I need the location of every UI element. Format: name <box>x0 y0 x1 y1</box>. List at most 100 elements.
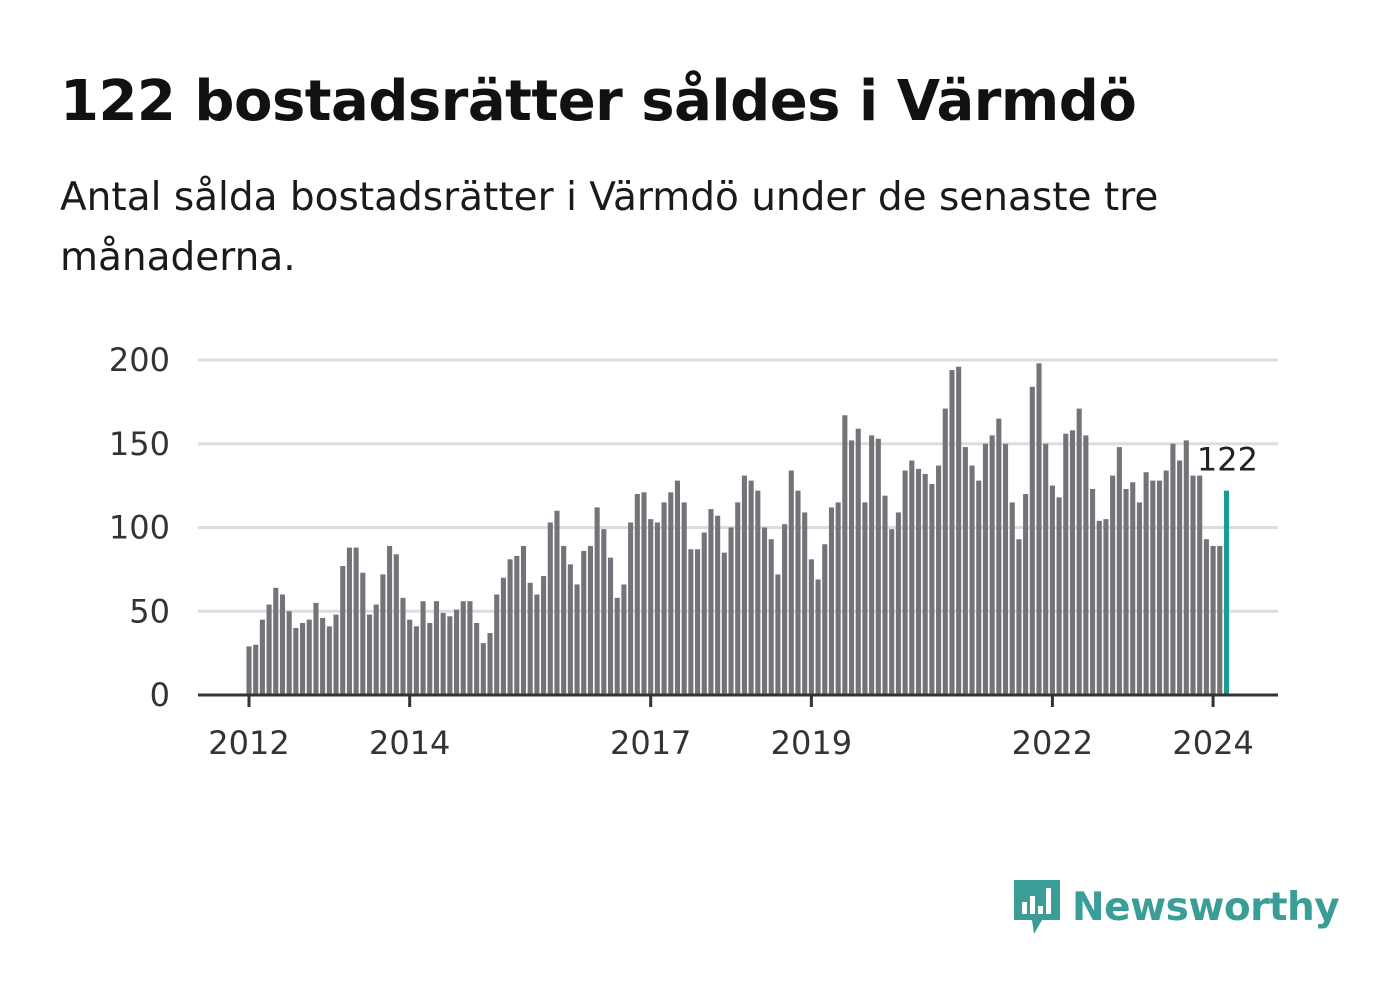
bar <box>835 502 841 695</box>
y-tick-label: 100 <box>109 509 170 547</box>
bar <box>942 408 948 695</box>
bar <box>1217 545 1223 695</box>
bar <box>828 507 835 695</box>
bar <box>601 529 607 695</box>
bar <box>447 616 453 695</box>
bar <box>1083 435 1089 695</box>
bar <box>768 539 774 695</box>
bar <box>775 574 781 695</box>
bar <box>728 527 734 695</box>
bar <box>333 614 339 695</box>
bar <box>862 502 868 695</box>
bar <box>936 465 942 695</box>
bar <box>1036 363 1042 695</box>
bar <box>741 475 747 695</box>
bar <box>735 502 741 695</box>
bar <box>748 480 754 695</box>
bar <box>500 577 506 695</box>
bar <box>253 644 259 695</box>
bar <box>1116 447 1122 695</box>
bar-chart: 0 50 100 150 200 2012 2014 2017 2019 2022 2024 12… <box>109 341 1278 762</box>
bar <box>922 473 928 695</box>
bar <box>1002 443 1009 695</box>
bar <box>1150 480 1156 695</box>
bar <box>1183 440 1189 695</box>
bar <box>567 564 573 695</box>
bar <box>273 587 279 695</box>
bar <box>909 460 915 695</box>
bar <box>1023 494 1029 695</box>
chart-subtitle: Antal sålda bostadsrätter i Värmdö under… <box>60 175 1159 280</box>
bar <box>1029 386 1035 695</box>
bar <box>621 584 627 695</box>
bar <box>286 611 292 695</box>
bar <box>1163 470 1169 695</box>
bar <box>393 554 399 695</box>
bar <box>849 440 855 695</box>
bar <box>266 604 272 695</box>
bar <box>989 435 995 695</box>
bar <box>1170 443 1176 695</box>
bar <box>1009 502 1015 695</box>
bar <box>587 545 593 695</box>
bar <box>782 524 788 695</box>
bar <box>467 601 473 695</box>
bar <box>889 529 895 695</box>
bar <box>1056 497 1062 695</box>
bar <box>487 633 493 695</box>
y-tick-label: 0 <box>150 676 170 714</box>
y-tick-label: 50 <box>129 592 170 630</box>
bar <box>929 483 935 695</box>
bar <box>648 519 654 695</box>
bar <box>554 510 560 695</box>
bar <box>842 415 848 695</box>
x-tick-label: 2019 <box>771 724 852 762</box>
last-bar-value-label: 122 <box>1197 441 1258 479</box>
bar <box>340 566 346 695</box>
bar <box>661 502 667 695</box>
bar <box>1210 545 1216 695</box>
bar <box>300 622 306 695</box>
x-axis-ticks: 2012 2014 2017 2019 2022 2024 <box>208 695 1254 762</box>
bar <box>1016 539 1022 695</box>
bar <box>326 626 332 695</box>
bar <box>895 512 901 695</box>
bar <box>541 576 547 695</box>
bar <box>634 494 640 695</box>
bar <box>306 619 312 695</box>
bar <box>1130 482 1136 695</box>
bar <box>1103 519 1109 695</box>
highlight-bar <box>1223 490 1230 695</box>
bar <box>996 418 1002 695</box>
bar <box>1156 480 1163 695</box>
bar <box>1123 488 1129 695</box>
bar <box>949 370 955 695</box>
bar <box>453 609 460 695</box>
bar <box>755 490 761 695</box>
bar <box>581 550 587 695</box>
bar <box>654 522 660 695</box>
newsworthy-logo-text: Newsworthy <box>1072 884 1340 930</box>
bar <box>413 626 419 695</box>
bar <box>407 619 413 695</box>
x-tick-label: 2017 <box>610 724 691 762</box>
y-tick-label: 200 <box>109 341 170 379</box>
bar <box>259 619 265 695</box>
x-tick-label: 2012 <box>208 724 289 762</box>
bar <box>387 545 393 695</box>
bar <box>1197 475 1203 695</box>
bar <box>1069 430 1076 695</box>
bar <box>708 509 714 695</box>
bar <box>668 492 674 695</box>
bar <box>674 480 681 695</box>
bar <box>641 492 647 695</box>
bar <box>507 559 513 695</box>
bar <box>420 601 426 695</box>
bar <box>534 594 540 695</box>
bar <box>855 428 861 695</box>
bar <box>474 622 480 695</box>
bar <box>293 628 299 695</box>
y-tick-label: 150 <box>109 425 170 463</box>
bar <box>1136 502 1142 695</box>
bar <box>380 574 386 695</box>
